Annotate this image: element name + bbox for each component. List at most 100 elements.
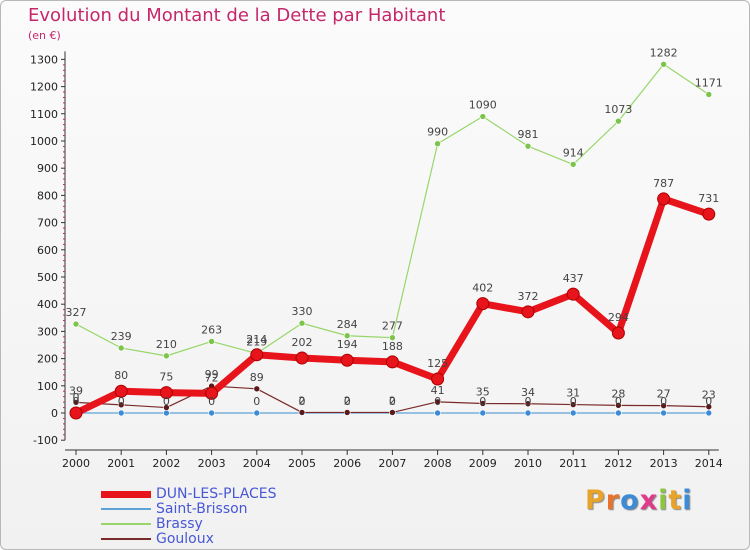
data-label-brassy: 239 xyxy=(111,330,132,343)
data-point-brassy xyxy=(343,332,351,340)
data-label-saint-brisson: 0 xyxy=(253,395,260,408)
data-point-dun-les-places xyxy=(566,287,580,301)
legend-swatch-gouloux xyxy=(101,538,151,540)
data-label-dun-les-places: 437 xyxy=(563,272,584,285)
data-point-dun-les-places xyxy=(521,305,535,319)
data-label-dun-les-places: 125 xyxy=(427,357,448,370)
data-point-dun-les-places xyxy=(114,384,128,398)
data-point-gouloux xyxy=(705,403,713,411)
x-tick-label: 2007 xyxy=(378,457,406,470)
legend-label-dun-les-places: DUN-LES-PLACES xyxy=(156,486,277,502)
data-point-brassy xyxy=(208,338,215,345)
data-point-dun-les-places xyxy=(431,372,445,386)
data-point-gouloux xyxy=(660,402,667,409)
data-point-dun-les-places xyxy=(611,326,625,340)
data-point-saint-brisson xyxy=(660,409,667,417)
y-tick-label: -100 xyxy=(33,434,58,447)
data-label-dun-les-places: 0 xyxy=(73,391,80,404)
data-point-brassy xyxy=(298,319,306,327)
x-tick-label: 2008 xyxy=(424,457,452,470)
data-label-brassy: 284 xyxy=(337,318,358,331)
data-point-brassy xyxy=(479,113,487,120)
x-tick-label: 2011 xyxy=(559,457,587,470)
y-tick-label: 1300 xyxy=(30,53,58,66)
data-label-dun-les-places: 402 xyxy=(472,282,493,295)
data-label-saint-brisson: 0 xyxy=(208,395,215,408)
x-tick-label: 2000 xyxy=(62,457,90,470)
data-label-dun-les-places: 787 xyxy=(653,177,674,190)
data-point-brassy xyxy=(434,140,441,148)
legend-swatch-dun-les-places xyxy=(101,490,151,498)
data-label-saint-brisson: 0 xyxy=(118,395,125,408)
x-tick-label: 2003 xyxy=(198,457,226,470)
data-point-saint-brisson xyxy=(117,409,125,417)
y-tick-label: 300 xyxy=(37,325,58,338)
data-label-saint-brisson: 0 xyxy=(299,395,306,408)
logo-letter: i xyxy=(658,485,669,516)
data-point-dun-les-places xyxy=(476,297,490,311)
data-label-brassy: 277 xyxy=(382,320,403,333)
legend-swatch-saint-brisson xyxy=(101,508,151,510)
logo-letter: i xyxy=(682,485,693,516)
data-label-gouloux: 41 xyxy=(431,384,445,397)
data-point-saint-brisson xyxy=(208,409,215,417)
x-tick-label: 2006 xyxy=(333,457,361,470)
data-label-saint-brisson: 0 xyxy=(73,395,80,408)
data-label-dun-les-places: 214 xyxy=(246,333,267,346)
logo-letter: P xyxy=(585,485,606,516)
data-point-dun-les-places xyxy=(657,192,671,206)
y-tick-label: 500 xyxy=(37,271,58,284)
y-tick-label: 200 xyxy=(37,353,58,366)
x-tick-label: 2013 xyxy=(650,457,678,470)
y-tick-label: 1000 xyxy=(30,135,58,148)
x-tick-label: 2002 xyxy=(152,457,180,470)
legend-label-brassy: Brassy xyxy=(156,516,203,532)
data-label-gouloux: 23 xyxy=(702,389,716,402)
data-point-gouloux xyxy=(434,398,441,406)
data-label-saint-brisson: 0 xyxy=(344,395,351,408)
legend: DUN-LES-PLACES Saint-Brisson Brassy Gouloux xyxy=(101,486,361,547)
y-tick-label: 800 xyxy=(37,189,58,202)
logo-letter: x xyxy=(639,485,659,516)
data-point-dun-les-places xyxy=(69,406,83,420)
data-point-gouloux xyxy=(615,402,622,409)
data-point-brassy xyxy=(117,344,125,352)
data-label-gouloux: 2 xyxy=(389,394,396,407)
data-point-saint-brisson xyxy=(479,409,487,417)
data-point-dun-les-places xyxy=(250,348,264,362)
data-label-gouloux: 27 xyxy=(657,388,671,401)
data-label-gouloux: 31 xyxy=(566,387,580,400)
data-label-brassy: 1171 xyxy=(695,76,723,89)
data-label-dun-les-places: 202 xyxy=(292,336,313,349)
data-point-saint-brisson xyxy=(253,409,261,417)
data-point-dun-les-places xyxy=(159,386,173,400)
y-axis-unit: (en €) xyxy=(28,29,61,42)
data-label-dun-les-places: 372 xyxy=(518,290,539,303)
legend-label-saint-brisson: Saint-Brisson xyxy=(156,501,248,517)
data-label-saint-brisson: 0 xyxy=(570,395,577,408)
data-label-gouloux: 39 xyxy=(69,384,83,397)
data-label-dun-les-places: 294 xyxy=(608,311,629,324)
proxiti-logo: Proxiti xyxy=(585,485,693,516)
legend-item-gouloux: Gouloux xyxy=(101,531,361,547)
data-label-brassy: 327 xyxy=(66,306,87,319)
data-label-gouloux: 28 xyxy=(611,387,625,400)
data-label-dun-les-places: 80 xyxy=(114,369,128,382)
data-label-saint-brisson: 0 xyxy=(479,395,486,408)
x-tick-label: 2012 xyxy=(604,457,632,470)
y-tick-label: 600 xyxy=(37,244,58,257)
data-point-saint-brisson xyxy=(434,409,441,417)
data-label-saint-brisson: 0 xyxy=(389,395,396,408)
y-tick-label: 0 xyxy=(51,407,58,420)
legend-item-brassy: Brassy xyxy=(101,516,361,532)
data-label-gouloux: 89 xyxy=(250,371,264,384)
data-label-dun-les-places: 72 xyxy=(205,371,219,384)
data-point-gouloux xyxy=(524,400,532,408)
data-point-dun-les-places xyxy=(295,351,309,365)
x-tick-label: 2004 xyxy=(243,457,271,470)
data-label-brassy: 1090 xyxy=(469,99,497,112)
legend-label-gouloux: Gouloux xyxy=(156,531,214,547)
data-point-dun-les-places xyxy=(385,355,399,369)
data-point-gouloux xyxy=(253,385,261,393)
legend-item-saint-brisson: Saint-Brisson xyxy=(101,501,361,517)
